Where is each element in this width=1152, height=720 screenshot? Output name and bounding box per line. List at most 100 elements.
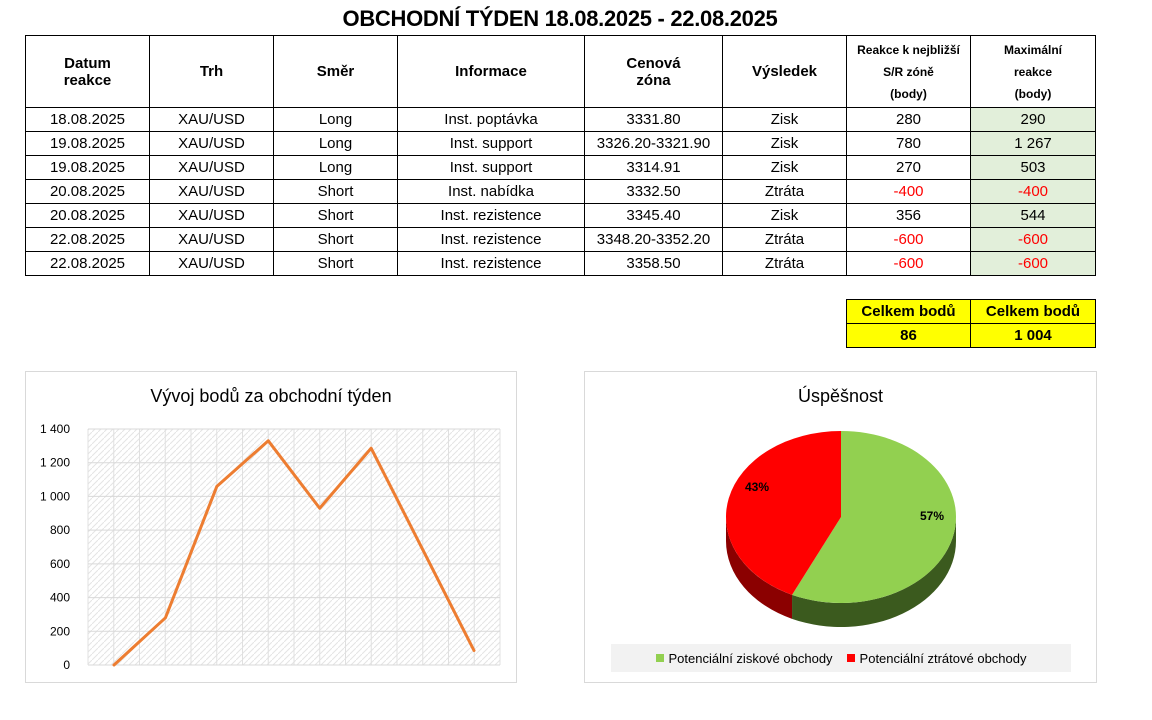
- cell-date: 20.08.2025: [25, 179, 150, 204]
- cell-result: Ztráta: [722, 227, 847, 252]
- cell-direction: Long: [273, 155, 398, 180]
- header-trh: Trh: [149, 35, 274, 108]
- header-zona: Cenová zóna: [584, 35, 723, 108]
- legend-item-loss: Potenciální ztrátové obchody: [846, 650, 1027, 666]
- cell-result: Ztráta: [722, 179, 847, 204]
- cell-date: 20.08.2025: [25, 203, 150, 228]
- cell-result: Zisk: [722, 131, 847, 156]
- cell-zone: 3345.40: [584, 203, 723, 228]
- cell-market: XAU/USD: [149, 155, 274, 180]
- totals-label-1: Celkem bodů: [846, 299, 971, 324]
- cell-max: -600: [970, 227, 1096, 252]
- cell-reaction: -600: [846, 227, 971, 252]
- y-tick-label: 1 000: [40, 489, 70, 503]
- header-smer: Směr: [273, 35, 398, 108]
- legend-label-loss: Potenciální ztrátové obchody: [859, 650, 1027, 666]
- legend-label-win: Potenciální ziskové obchody: [668, 650, 833, 666]
- y-tick-label: 0: [63, 658, 70, 672]
- table-row: 22.08.2025 XAU/USD Short Inst. rezistence 33…: [25, 227, 1096, 252]
- y-tick-label: 400: [50, 591, 70, 605]
- cell-zone: 3348.20-3352.20: [584, 227, 723, 252]
- pie-side-loss: [726, 517, 793, 619]
- cell-direction: Long: [273, 131, 398, 156]
- cell-result: Ztráta: [722, 251, 847, 276]
- cell-info: Inst. nabídka: [397, 179, 585, 204]
- cell-info: Inst. rezistence: [397, 251, 585, 276]
- cell-reaction: -600: [846, 251, 971, 276]
- totals-table: Celkem bodů Celkem bodů 86 1 004: [846, 299, 1096, 348]
- y-tick-label: 1 200: [40, 456, 70, 470]
- cell-date: 18.08.2025: [25, 107, 150, 132]
- pie-label-loss: 43%: [745, 480, 769, 494]
- cell-market: XAU/USD: [149, 203, 274, 228]
- cell-reaction: -400: [846, 179, 971, 204]
- cell-max: 544: [970, 203, 1096, 228]
- legend-swatch-loss: [846, 654, 855, 662]
- y-tick-label: 600: [50, 557, 70, 571]
- line-chart: Vývoj bodů za obchodní týden 0 200 400 600 8…: [25, 371, 517, 683]
- y-tick-label: 800: [50, 523, 70, 537]
- cell-market: XAU/USD: [149, 131, 274, 156]
- cell-zone: 3331.80: [584, 107, 723, 132]
- cell-reaction: 270: [846, 155, 971, 180]
- header-max-reakce: Maximální reakce (body): [970, 35, 1096, 108]
- cell-date: 22.08.2025: [25, 227, 150, 252]
- legend-swatch-win: [655, 654, 664, 662]
- totals-label-2: Celkem bodů: [970, 299, 1096, 324]
- cell-max: -400: [970, 179, 1096, 204]
- cell-result: Zisk: [722, 107, 847, 132]
- totals-value-1: 86: [846, 323, 971, 348]
- cell-info: Inst. support: [397, 131, 585, 156]
- cell-date: 19.08.2025: [25, 131, 150, 156]
- y-tick-label: 200: [50, 624, 70, 638]
- cell-market: XAU/USD: [149, 251, 274, 276]
- totals-value-2: 1 004: [970, 323, 1096, 348]
- cell-direction: Short: [273, 251, 398, 276]
- cell-date: 22.08.2025: [25, 251, 150, 276]
- cell-zone: 3358.50: [584, 251, 723, 276]
- table-row: 19.08.2025 XAU/USD Long Inst. support 3314.9…: [25, 155, 1096, 180]
- pie-chart-title: Úspěšnost: [797, 386, 884, 406]
- cell-zone: 3332.50: [584, 179, 723, 204]
- legend-item-win: Potenciální ziskové obchody: [655, 650, 833, 666]
- cell-direction: Long: [273, 107, 398, 132]
- header-vysledek: Výsledek: [722, 35, 847, 108]
- cell-reaction: 780: [846, 131, 971, 156]
- trades-table: Datum reakce Trh Směr Informace Cenová zón…: [25, 35, 1096, 276]
- cell-max: 290: [970, 107, 1096, 132]
- pie-legend: Potenciální ziskové obchody Potenciální …: [611, 644, 1071, 672]
- header-datum: Datum reakce: [25, 35, 150, 108]
- cell-reaction: 280: [846, 107, 971, 132]
- line-chart-svg: 0 200 400 600 800 1 000 1 200 1 400: [40, 422, 501, 672]
- cell-max: 503: [970, 155, 1096, 180]
- cell-max: -600: [970, 251, 1096, 276]
- series-line: [112, 439, 476, 667]
- pie-slice-win: [792, 431, 956, 603]
- table-row: 20.08.2025 XAU/USD Short Inst. rezistence 33…: [25, 203, 1096, 228]
- pie-label-win: 57%: [920, 509, 944, 523]
- cell-market: XAU/USD: [149, 179, 274, 204]
- page-title: OBCHODNÍ TÝDEN 18.08.2025 - 22.08.2025: [342, 6, 778, 31]
- cell-zone: 3326.20-3321.90: [584, 131, 723, 156]
- header-informace: Informace: [397, 35, 585, 108]
- cell-info: Inst. rezistence: [397, 203, 585, 228]
- cell-result: Zisk: [722, 155, 847, 180]
- table-row: 20.08.2025 XAU/USD Short Inst. nabídka 3332.…: [25, 179, 1096, 204]
- line-chart-title: Vývoj bodů za obchodní týden: [150, 386, 392, 406]
- cell-market: XAU/USD: [149, 227, 274, 252]
- cell-result: Zisk: [722, 203, 847, 228]
- y-tick-label: 1 400: [40, 422, 70, 436]
- table-row: 18.08.2025 XAU/USD Long Inst. poptávka 3331.…: [25, 107, 1096, 132]
- table-row: 19.08.2025 XAU/USD Long Inst. support 3326.2…: [25, 131, 1096, 156]
- cell-date: 19.08.2025: [25, 155, 150, 180]
- table-row: 22.08.2025 XAU/USD Short Inst. rezistence 33…: [25, 251, 1096, 276]
- cell-direction: Short: [273, 179, 398, 204]
- cell-info: Inst. rezistence: [397, 227, 585, 252]
- cell-market: XAU/USD: [149, 107, 274, 132]
- cell-reaction: 356: [846, 203, 971, 228]
- table-header-row: Datum reakce Trh Směr Informace Cenová zón…: [25, 35, 1096, 108]
- pie-slice-loss: [726, 431, 841, 595]
- header-reakce: Reakce k nejbližší S/R zóně (body): [846, 35, 971, 108]
- cell-direction: Short: [273, 227, 398, 252]
- cell-max: 1 267: [970, 131, 1096, 156]
